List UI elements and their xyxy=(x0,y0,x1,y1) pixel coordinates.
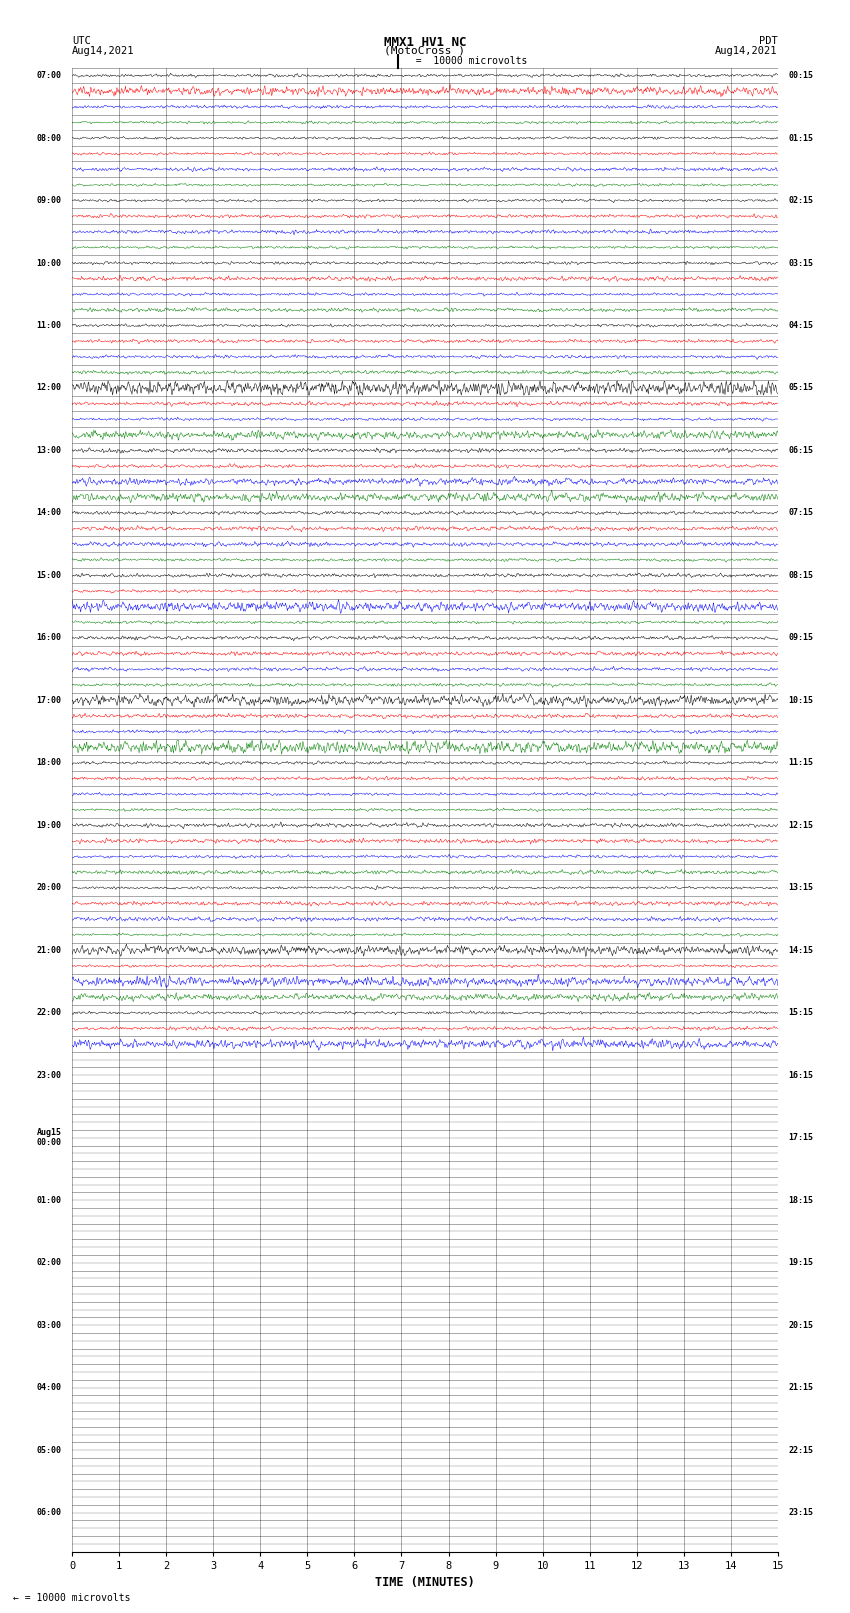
Text: 07:00: 07:00 xyxy=(37,71,62,81)
Text: 17:00: 17:00 xyxy=(37,695,62,705)
Text: 13:00: 13:00 xyxy=(37,445,62,455)
Text: 03:00: 03:00 xyxy=(37,1321,62,1329)
Text: 05:00: 05:00 xyxy=(37,1445,62,1455)
Text: 16:15: 16:15 xyxy=(788,1071,813,1079)
Text: 08:00: 08:00 xyxy=(37,134,62,142)
Text: 01:00: 01:00 xyxy=(37,1195,62,1205)
Text: ← = 10000 microvolts: ← = 10000 microvolts xyxy=(13,1594,130,1603)
Text: 10:00: 10:00 xyxy=(37,258,62,268)
Text: 12:15: 12:15 xyxy=(788,821,813,829)
Text: (MotoCross ): (MotoCross ) xyxy=(384,45,466,56)
Text: 23:00: 23:00 xyxy=(37,1071,62,1079)
Text: 03:15: 03:15 xyxy=(788,258,813,268)
Text: Aug14,2021: Aug14,2021 xyxy=(72,45,135,56)
Text: 02:00: 02:00 xyxy=(37,1258,62,1268)
Text: 12:00: 12:00 xyxy=(37,384,62,392)
Text: 00:15: 00:15 xyxy=(788,71,813,81)
Text: 21:00: 21:00 xyxy=(37,945,62,955)
Text: 01:15: 01:15 xyxy=(788,134,813,142)
Text: 02:15: 02:15 xyxy=(788,197,813,205)
Text: Aug15
00:00: Aug15 00:00 xyxy=(37,1127,62,1147)
Text: 15:15: 15:15 xyxy=(788,1008,813,1018)
Text: 14:15: 14:15 xyxy=(788,945,813,955)
Text: 14:00: 14:00 xyxy=(37,508,62,518)
Text: 20:15: 20:15 xyxy=(788,1321,813,1329)
Text: 09:15: 09:15 xyxy=(788,634,813,642)
Text: 07:15: 07:15 xyxy=(788,508,813,518)
Text: 18:15: 18:15 xyxy=(788,1195,813,1205)
Text: 19:00: 19:00 xyxy=(37,821,62,829)
Text: 04:15: 04:15 xyxy=(788,321,813,331)
Text: 21:15: 21:15 xyxy=(788,1384,813,1392)
Text: 11:00: 11:00 xyxy=(37,321,62,331)
Text: 20:00: 20:00 xyxy=(37,884,62,892)
Text: Aug14,2021: Aug14,2021 xyxy=(715,45,778,56)
Text: 08:15: 08:15 xyxy=(788,571,813,581)
Text: 10:15: 10:15 xyxy=(788,695,813,705)
X-axis label: TIME (MINUTES): TIME (MINUTES) xyxy=(375,1576,475,1589)
Text: UTC: UTC xyxy=(72,37,91,47)
Text: 06:00: 06:00 xyxy=(37,1508,62,1518)
Text: 17:15: 17:15 xyxy=(788,1134,813,1142)
Text: PDT: PDT xyxy=(759,37,778,47)
Text: 16:00: 16:00 xyxy=(37,634,62,642)
Text: 06:15: 06:15 xyxy=(788,445,813,455)
Text: 13:15: 13:15 xyxy=(788,884,813,892)
Text: 18:00: 18:00 xyxy=(37,758,62,768)
Text: 22:00: 22:00 xyxy=(37,1008,62,1018)
Text: 15:00: 15:00 xyxy=(37,571,62,581)
Text: 19:15: 19:15 xyxy=(788,1258,813,1268)
Text: 11:15: 11:15 xyxy=(788,758,813,768)
Text: MMX1 HV1 NC: MMX1 HV1 NC xyxy=(383,37,467,50)
Text: 05:15: 05:15 xyxy=(788,384,813,392)
Text: 23:15: 23:15 xyxy=(788,1508,813,1518)
Text: 09:00: 09:00 xyxy=(37,197,62,205)
Text: =  10000 microvolts: = 10000 microvolts xyxy=(404,56,527,66)
Text: 04:00: 04:00 xyxy=(37,1384,62,1392)
Text: 22:15: 22:15 xyxy=(788,1445,813,1455)
